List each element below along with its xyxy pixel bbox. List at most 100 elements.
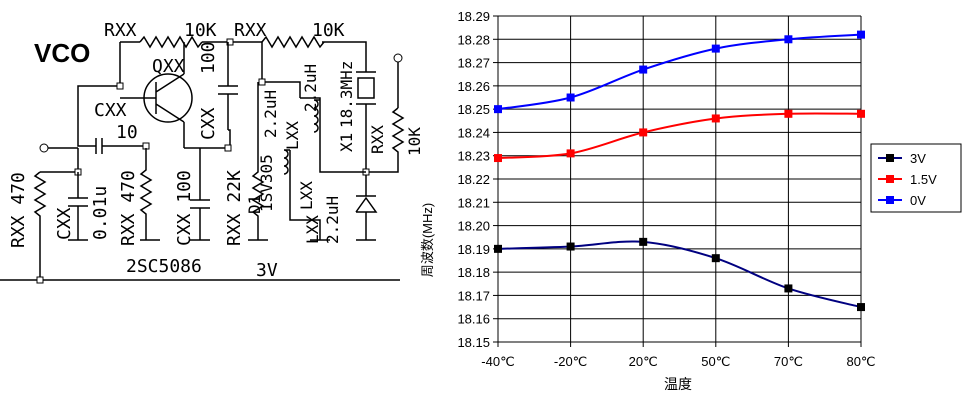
data-point xyxy=(494,244,502,253)
y-tick-label: 18.19 xyxy=(457,242,490,257)
data-point xyxy=(711,114,720,123)
data-point xyxy=(784,284,793,293)
legend-swatch-marker xyxy=(886,175,894,183)
vco-schematic: VCO RXX 10K RXX 10K 18.3MHz X1 RXX 10K L… xyxy=(0,20,420,284)
legend-swatch-marker xyxy=(886,196,894,204)
y-tick-label: 18.29 xyxy=(457,9,490,24)
legend-label: 3V xyxy=(910,151,926,166)
resistor-470-mid xyxy=(139,148,153,240)
label-rxx-top-right: RXX xyxy=(234,20,267,41)
data-point xyxy=(711,254,720,263)
x-tick-label: 70℃ xyxy=(774,354,803,369)
resistor-470-left xyxy=(33,171,47,280)
y-tick-label: 18.20 xyxy=(457,219,490,234)
legend: 3V 1.5V 0V xyxy=(870,143,962,213)
label-rxx-470-left: RXX 470 xyxy=(8,172,29,248)
data-point xyxy=(566,242,575,251)
label-3v: 3V xyxy=(256,260,278,281)
inductor-lxx-mid xyxy=(283,149,290,175)
cap-001u xyxy=(68,172,88,240)
data-point xyxy=(494,154,502,163)
cap-10 xyxy=(95,138,146,154)
label-10: 10 xyxy=(116,122,138,143)
data-point xyxy=(857,109,865,118)
terminal-left xyxy=(39,143,49,153)
y-tick-label: 18.24 xyxy=(457,125,490,140)
resistor-top-right xyxy=(261,35,325,49)
y-tick-label: 18.27 xyxy=(457,56,490,71)
data-point xyxy=(566,149,575,158)
data-point xyxy=(711,44,720,53)
y-tick-label: 18.15 xyxy=(457,335,490,350)
terminal-right xyxy=(393,53,403,63)
varactor-d1 xyxy=(355,130,378,240)
label-22uh-mid: 2.2uH xyxy=(261,90,280,138)
x-tick-label: 20℃ xyxy=(629,354,658,369)
series-layer xyxy=(494,30,865,312)
legend-label: 1.5V xyxy=(910,172,937,187)
data-point xyxy=(784,109,793,118)
x-tick-label: 80℃ xyxy=(846,354,875,369)
y-tick-label: 18.26 xyxy=(457,79,490,94)
label-cxx-001: CXX xyxy=(54,207,75,240)
label-d1: LXX xyxy=(303,215,322,244)
label-1sv305: 2.2uH xyxy=(323,196,342,244)
label-183mhz: 18.3MHz xyxy=(337,61,356,128)
cap-100-top xyxy=(184,42,238,149)
x-tick-label: 50℃ xyxy=(701,354,730,369)
label-cxx-100-bottom: CXX 100 xyxy=(174,170,195,246)
label-100-top: 100 xyxy=(198,41,219,74)
x-tick-labels: -40℃ -20℃ 20℃ 50℃ 70℃ 80℃ xyxy=(481,354,875,369)
legend-swatch-marker xyxy=(886,154,894,162)
label-cxx-vert: CXX xyxy=(198,107,219,140)
legend-label: 0V xyxy=(910,193,926,208)
x-tick-label: -40℃ xyxy=(481,354,514,369)
y-tick-label: 18.16 xyxy=(457,312,490,327)
data-point xyxy=(639,65,648,74)
label-rxx-top-left: RXX xyxy=(104,20,137,41)
resistor-22k xyxy=(251,82,265,240)
data-point xyxy=(857,303,865,312)
label-rxx-470-mid: RXX 470 xyxy=(118,170,139,246)
y-tick-label: 18.18 xyxy=(457,265,490,280)
resistor-top-left xyxy=(139,35,203,49)
label-cxx-mid: CXX xyxy=(94,100,127,121)
label-rxx-right: RXX xyxy=(368,125,387,154)
x-axis-label: 温度 xyxy=(664,376,692,392)
grid-layer xyxy=(493,15,862,347)
schematic-title: VCO xyxy=(34,38,90,68)
y-tick-label: 18.28 xyxy=(457,32,490,47)
label-lxx-c: D1 xyxy=(245,195,264,214)
data-point xyxy=(639,128,648,137)
label-x1: X1 xyxy=(337,133,356,152)
label-lxx-b: LXX xyxy=(297,181,316,210)
resistor-right xyxy=(366,107,405,173)
series-line-0v xyxy=(497,33,862,111)
y-tick-label: 18.23 xyxy=(457,149,490,164)
y-tick-label: 18.22 xyxy=(457,172,490,187)
label-qxx: QXX xyxy=(152,56,185,77)
data-point xyxy=(784,35,793,44)
label-22uh-top: 2.2uH xyxy=(301,64,320,112)
label-22uh-low: 1SV305 xyxy=(257,154,276,212)
data-point xyxy=(566,93,575,102)
frequency-temperature-chart: 18.15 18.16 18.17 18.18 18.19 18.20 18.21 18.22… xyxy=(420,9,962,392)
y-tick-label: 18.17 xyxy=(457,288,490,303)
data-point xyxy=(857,30,865,39)
label-rxx-22k: RXX 22K xyxy=(224,170,245,246)
cap-100-bottom xyxy=(190,148,210,240)
inductor-lxx-top xyxy=(313,99,320,133)
y-axis-label: 周波数(MHz) xyxy=(420,203,435,277)
data-point xyxy=(494,105,502,114)
label-10k-right: 10K xyxy=(405,127,420,156)
label-10k-top-right: 10K xyxy=(312,20,345,41)
label-10k-top-left: 10K xyxy=(184,20,217,41)
label-001u: 0.01u xyxy=(90,186,111,240)
y-tick-label: 18.21 xyxy=(457,195,490,210)
y-tick-labels: 18.15 18.16 18.17 18.18 18.19 18.20 18.21 18.22… xyxy=(457,9,490,350)
x-tick-label: -20℃ xyxy=(554,354,587,369)
label-lxx-a: LXX xyxy=(283,121,302,150)
crystal-x1 xyxy=(357,77,375,99)
y-tick-label: 18.25 xyxy=(457,102,490,117)
